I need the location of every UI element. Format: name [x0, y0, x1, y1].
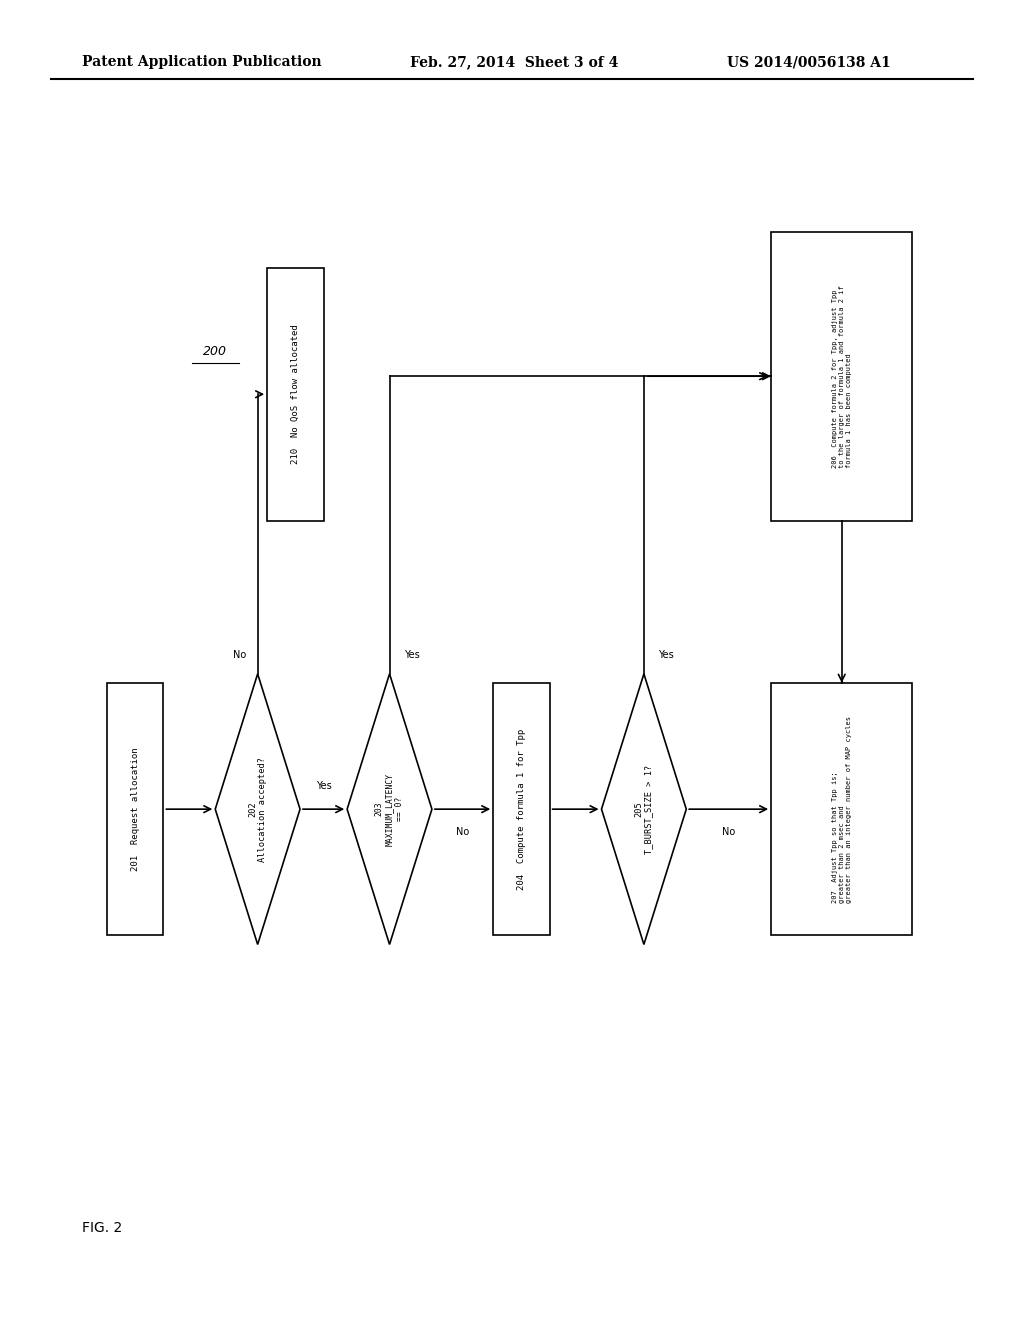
Text: 205
T_BURST_SIZE > 1?: 205 T_BURST_SIZE > 1? — [634, 764, 653, 854]
Text: 201  Request allocation: 201 Request allocation — [131, 747, 139, 871]
Text: Patent Application Publication: Patent Application Publication — [82, 55, 322, 70]
Text: No: No — [722, 828, 735, 837]
Text: 204  Compute formula 1 for Tpp: 204 Compute formula 1 for Tpp — [517, 729, 526, 890]
Text: 202
Allocation accepted?: 202 Allocation accepted? — [248, 756, 267, 862]
Bar — [106, 682, 164, 936]
Text: Feb. 27, 2014  Sheet 3 of 4: Feb. 27, 2014 Sheet 3 of 4 — [410, 55, 617, 70]
Bar — [771, 232, 912, 520]
Text: No: No — [456, 828, 469, 837]
Bar — [771, 682, 912, 936]
Text: Yes: Yes — [315, 781, 332, 791]
Text: US 2014/0056138 A1: US 2014/0056138 A1 — [727, 55, 891, 70]
Text: 203
MAXIMUM_LATENCY
== 0?: 203 MAXIMUM_LATENCY == 0? — [375, 772, 404, 846]
Text: Yes: Yes — [403, 651, 420, 660]
Text: 210  No QoS flow allocated: 210 No QoS flow allocated — [291, 325, 300, 465]
Bar — [267, 268, 324, 520]
Bar — [494, 682, 550, 936]
Text: 200: 200 — [203, 345, 227, 358]
Polygon shape — [347, 673, 432, 945]
Text: FIG. 2: FIG. 2 — [82, 1221, 122, 1236]
Polygon shape — [601, 673, 686, 945]
Text: Yes: Yes — [658, 651, 674, 660]
Polygon shape — [215, 673, 300, 945]
Text: 206  Compute formula 2 for Tpp, adjust Tpp
to the larger of formula 1 and formul: 206 Compute formula 2 for Tpp, adjust Tp… — [831, 285, 852, 467]
Text: No: No — [233, 651, 247, 660]
Text: 207  Adjust Tpp so that Tpp is;
greater than 2 msec and
greater than an integer : 207 Adjust Tpp so that Tpp is; greater t… — [831, 715, 852, 903]
